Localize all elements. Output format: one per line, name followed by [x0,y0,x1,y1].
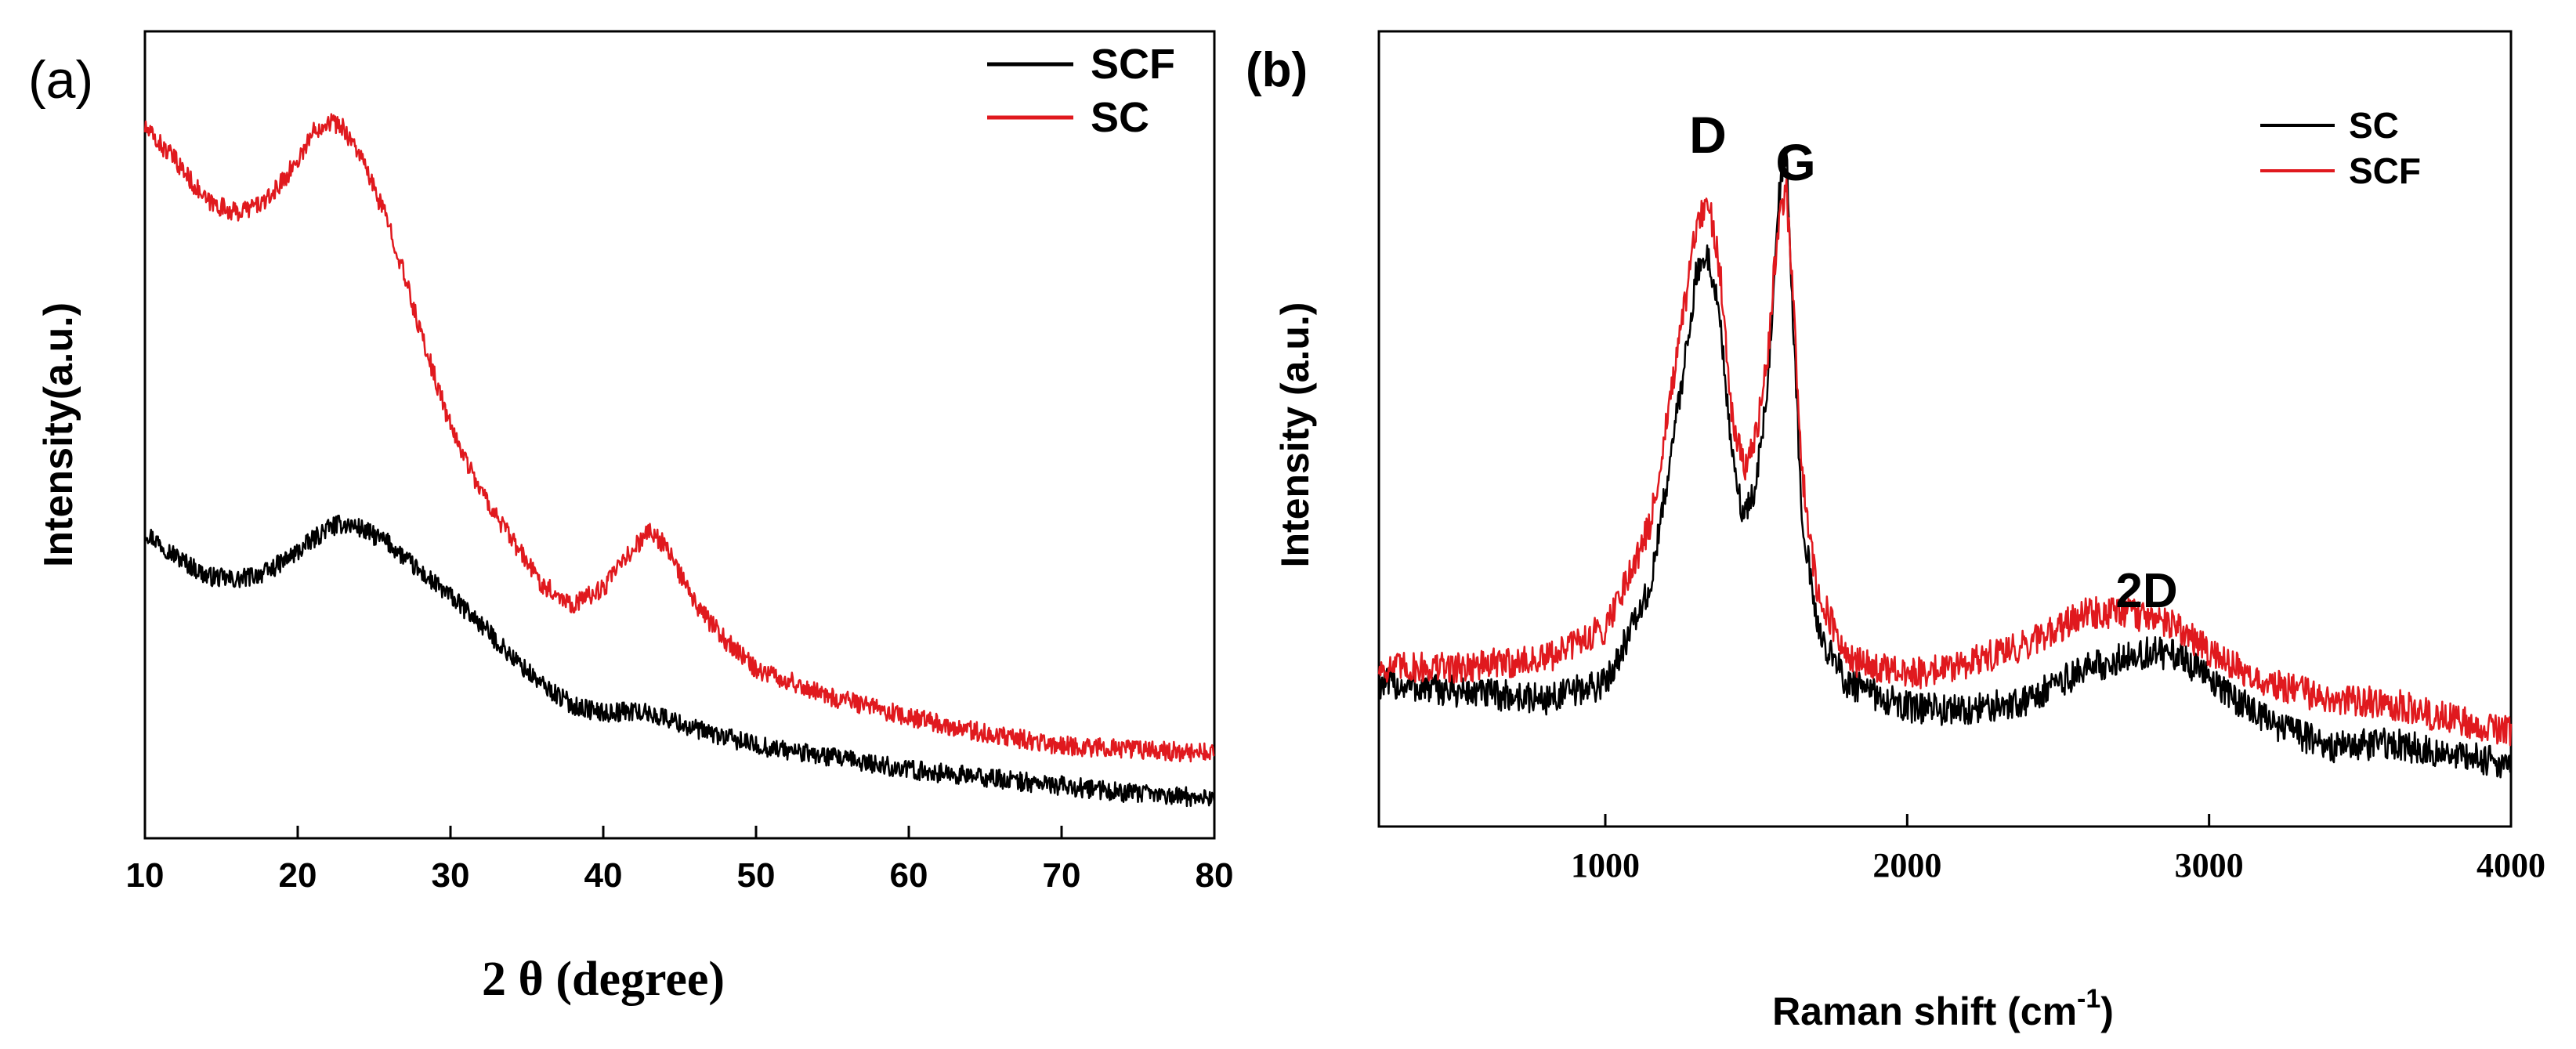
x-tick-label: 40 [584,856,623,895]
panel-a-plot-frame [143,30,1216,840]
panel-b-plot-frame [1377,30,2513,828]
series-line-sc [1377,146,2513,779]
panel-b-series-group [1377,146,2513,779]
x-axis-label-superscript: -1 [2077,984,2100,1014]
x-tick-label: 10 [126,856,165,895]
panel-b-raman-chart: (b) 1000 2000 3000 4000 Intensity (a.u.) Ra… [1246,30,2545,1033]
x-axis-label-main: Raman shift (cm [1772,989,2077,1033]
legend-label-scf: SCF [1091,41,1175,88]
panel-a-xrd-chart: (a) 10 20 30 40 50 60 70 80 Intensity(a.u.) 2 θ… [28,30,1234,1006]
annotation-2d-peak: 2D [2115,564,2177,618]
panel-a-legend: SCF SC [987,41,1175,141]
annotation-d-peak: D [1689,106,1727,164]
panel-b-legend: SC SCF [2260,105,2421,191]
panel-b-x-axis: 1000 2000 3000 4000 [1571,814,2545,884]
x-tick-label: 20 [279,856,317,895]
x-tick-label: 2000 [1872,846,1941,884]
panel-a-x-axis-label: 2 θ (degree) [482,953,725,1006]
x-tick-label: 4000 [2477,846,2545,884]
panel-b-y-axis-label: Intensity (a.u.) [1273,302,1317,568]
x-axis-label-suffix: ) [2100,989,2114,1033]
annotation-g-peak: G [1775,133,1815,191]
x-tick-label: 80 [1196,856,1234,895]
legend-label-sc: SC [1091,94,1149,141]
x-tick-label: 30 [432,856,470,895]
x-tick-label: 50 [737,856,776,895]
legend-label-scf-b: SCF [2349,150,2421,191]
x-tick-label: 70 [1043,856,1081,895]
series-line-scf [143,514,1216,808]
panel-b-x-axis-label: Raman shift (cm-1) [1772,984,2114,1033]
series-line-sc [143,113,1215,763]
panel-a-y-axis-label: Intensity(a.u.) [36,302,81,567]
panel-b-label: (b) [1246,43,1308,97]
panel-a-x-axis: 10 20 30 40 50 60 70 80 [126,826,1234,895]
x-tick-label: 60 [890,856,928,895]
panel-a-series-group [143,113,1216,808]
panel-a-label: (a) [28,50,93,110]
x-tick-label: 1000 [1571,846,1640,884]
series-line-scf [1377,178,2513,747]
x-tick-label: 3000 [2175,846,2244,884]
legend-label-sc-b: SC [2349,105,2399,146]
